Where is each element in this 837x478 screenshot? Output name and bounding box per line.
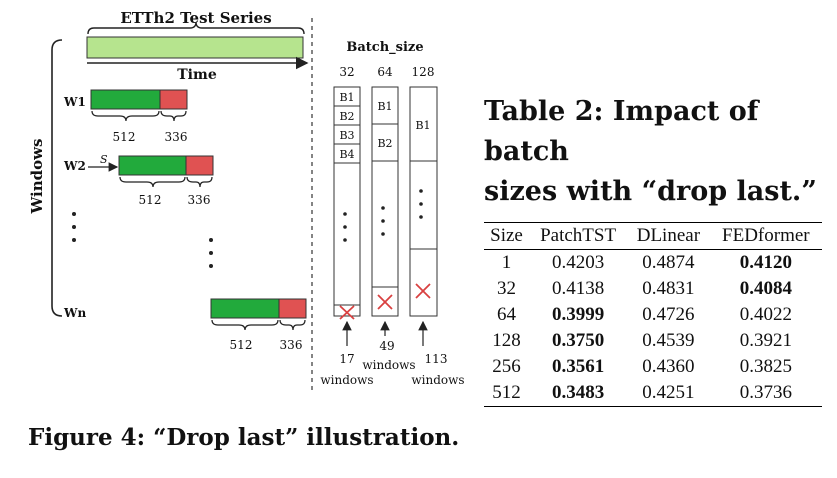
stride-label: S xyxy=(100,153,108,166)
col32-batch-b2: B2 xyxy=(339,110,354,123)
table-cell: 0.3921 xyxy=(739,330,792,351)
col128-ellipsis xyxy=(419,189,423,219)
results-table-block: Table 2: Impact of batch sizes with “dro… xyxy=(484,92,824,407)
table-cell: 0.4084 xyxy=(739,278,792,299)
w1-output-length: 336 xyxy=(165,130,188,144)
windows-ellipsis xyxy=(72,212,213,268)
window-name-wn: Wn xyxy=(63,306,86,320)
col64-batch-b1: B1 xyxy=(377,100,392,113)
col128-dropped-cross-icon xyxy=(415,283,431,299)
window-name-w1: W1 xyxy=(63,95,86,109)
table-cell: 0.4726 xyxy=(642,304,695,325)
batch-column-128 xyxy=(409,86,438,317)
w2-input-block xyxy=(118,155,187,176)
table-header-row: Size PatchTST DLinear FEDformer xyxy=(484,222,822,250)
table-cell: 64 xyxy=(497,304,516,325)
w2-output-length: 336 xyxy=(188,193,211,207)
windows-word-128: windows xyxy=(411,373,464,387)
table-cell: 32 xyxy=(497,278,516,299)
series-title: ETTh2 Test Series xyxy=(120,9,271,27)
header-size: Size xyxy=(490,225,523,246)
w2-output-brace xyxy=(186,176,213,188)
wn-output-block xyxy=(278,298,307,319)
table-cell: 256 xyxy=(492,356,521,377)
windows-word-64: windows xyxy=(362,358,415,372)
col32-batch-b4: B4 xyxy=(339,148,354,161)
header-fedformer: FEDformer xyxy=(722,225,810,246)
batch-column-64 xyxy=(371,86,399,317)
table-cell: 0.3561 xyxy=(551,356,605,377)
header-dlinear: DLinear xyxy=(636,225,701,246)
w1-output-block xyxy=(159,89,188,110)
table-row: 1 0.4203 0.4874 0.4120 xyxy=(484,250,822,277)
w1-input-length: 512 xyxy=(113,130,136,144)
col64-ellipsis xyxy=(381,206,385,236)
wn-input-length: 512 xyxy=(230,338,253,352)
window-count-128: 113 xyxy=(425,352,448,366)
w2-input-length: 512 xyxy=(139,193,162,207)
batch-size-label: Batch_size xyxy=(346,40,423,55)
table-cell: 0.4022 xyxy=(739,304,792,325)
w1-output-brace xyxy=(160,110,187,122)
batch-size-32: 32 xyxy=(339,65,354,79)
col32-batch-b3: B3 xyxy=(339,129,354,142)
table-cell: 512 xyxy=(492,382,521,403)
table-cell: 0.3825 xyxy=(739,356,792,377)
window-count-32: 17 xyxy=(339,352,354,366)
wn-input-block xyxy=(210,298,280,319)
table-cell: 0.4360 xyxy=(642,356,695,377)
w1-input-block xyxy=(90,89,161,110)
table-title: Table 2: Impact of batch sizes with “dro… xyxy=(484,92,824,212)
windows-word-32: windows xyxy=(320,373,373,387)
window-name-w2: W2 xyxy=(63,159,86,173)
table-cell: 128 xyxy=(492,330,521,351)
table-cell: 0.4831 xyxy=(642,278,695,299)
batch-size-128: 128 xyxy=(412,65,435,79)
table-row: 64 0.3999 0.4726 0.4022 xyxy=(484,302,822,328)
windows-axis-label: Windows xyxy=(28,138,46,214)
table-title-line1: Table 2: Impact of batch xyxy=(484,96,759,167)
col64-batch-b2: B2 xyxy=(377,137,392,150)
window-count-64: 49 xyxy=(379,339,394,353)
series-brace xyxy=(87,21,305,35)
figure-caption: Figure 4: “Drop last” illustration. xyxy=(28,424,460,451)
wn-input-brace xyxy=(211,319,279,331)
table-cell: 1 xyxy=(501,252,512,273)
w2-input-brace xyxy=(119,176,186,188)
col64-dropped-cross-icon xyxy=(377,294,393,310)
table-title-line2: sizes with “drop last.” xyxy=(484,176,817,207)
table-row: 32 0.4138 0.4831 0.4084 xyxy=(484,276,822,302)
col128-batch-b1: B1 xyxy=(415,119,430,132)
table-row: 512 0.3483 0.4251 0.3736 xyxy=(484,380,822,407)
table-cell: 0.3736 xyxy=(739,382,792,403)
wn-output-length: 336 xyxy=(280,338,303,352)
table-cell: 0.3750 xyxy=(551,330,605,351)
batch-size-64: 64 xyxy=(377,65,393,79)
col32-dropped-cross-icon xyxy=(339,305,355,320)
table-cell: 0.4120 xyxy=(739,252,792,273)
w2-output-block xyxy=(185,155,214,176)
wn-output-brace xyxy=(279,319,306,331)
col32-ellipsis xyxy=(343,212,347,242)
results-table: Size PatchTST DLinear FEDformer 1 0.4203 0… xyxy=(484,222,822,407)
table-cell: 0.4251 xyxy=(642,382,695,403)
table-cell: 0.3999 xyxy=(551,304,605,325)
col32-batch-b1: B1 xyxy=(339,91,354,104)
table-cell: 0.4539 xyxy=(642,330,695,351)
table-cell: 0.3483 xyxy=(551,382,605,403)
table-row: 256 0.3561 0.4360 0.3825 xyxy=(484,354,822,380)
test-series-bar xyxy=(86,36,304,59)
table-cell: 0.4203 xyxy=(551,252,605,273)
w1-input-brace xyxy=(91,110,160,122)
header-patchtst: PatchTST xyxy=(540,225,617,246)
table-row: 128 0.3750 0.4539 0.3921 xyxy=(484,328,822,354)
table-cell: 0.4874 xyxy=(642,252,695,273)
table-cell: 0.4138 xyxy=(551,278,605,299)
time-label: Time xyxy=(177,67,217,83)
windows-bracket xyxy=(51,39,63,317)
